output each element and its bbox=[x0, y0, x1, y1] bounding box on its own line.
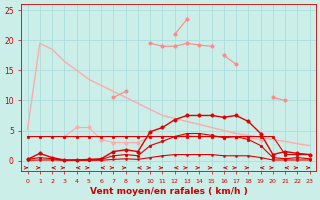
X-axis label: Vent moyen/en rafales ( km/h ): Vent moyen/en rafales ( km/h ) bbox=[90, 187, 247, 196]
